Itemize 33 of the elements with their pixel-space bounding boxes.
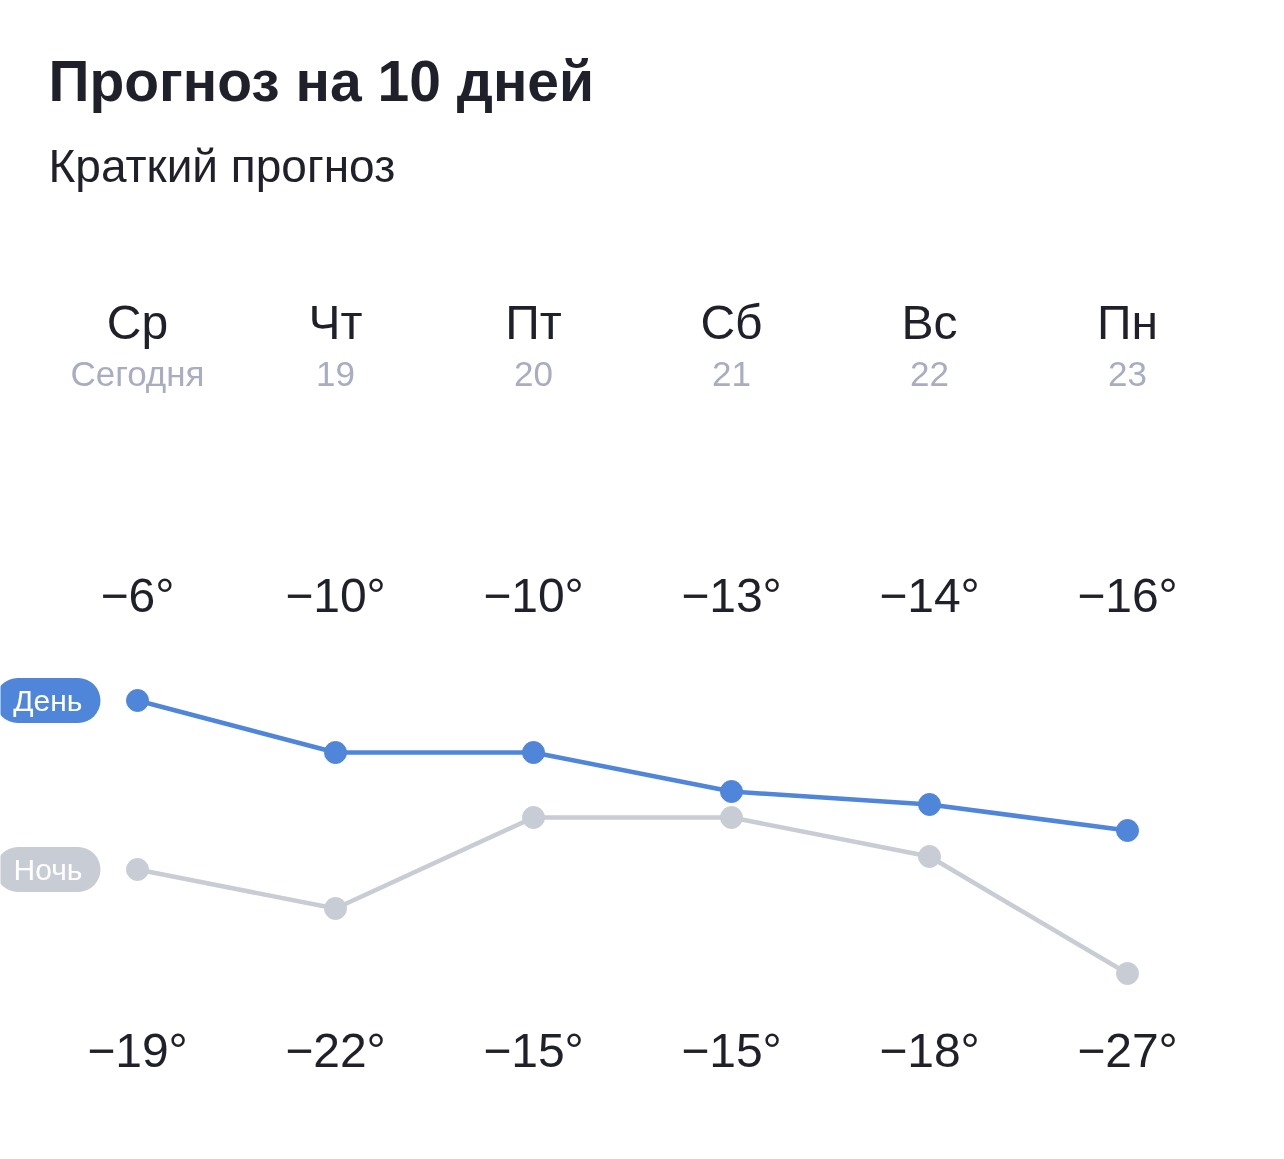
chart-title: Прогноз на 10 дней (48, 48, 595, 113)
chart-subtitle: Краткий прогноз (48, 139, 396, 192)
x-tick-label: Ср Сегодня (70, 296, 205, 393)
point (1116, 819, 1139, 842)
x-tick-label: Сб 21 (700, 296, 763, 393)
data-label: −19° (87, 1024, 188, 1077)
x-tick-label: Пт 20 (505, 296, 562, 393)
point (324, 741, 347, 764)
x-tick-label: Вс 22 (901, 296, 958, 393)
point (324, 897, 347, 920)
point (720, 780, 743, 803)
point (918, 845, 941, 868)
x-tick-label: Пн 23 (1097, 296, 1159, 393)
data-label: −13° (681, 569, 782, 622)
point (918, 793, 941, 816)
data-label: −10° (285, 569, 386, 622)
point (522, 806, 545, 829)
data-label: −15° (681, 1024, 782, 1077)
data-label: −18° (879, 1024, 980, 1077)
data-label: −6° (100, 569, 175, 622)
point (126, 858, 149, 881)
point (126, 689, 149, 712)
data-label: −14° (879, 569, 980, 622)
data-label: −16° (1077, 569, 1178, 622)
data-label: −22° (285, 1024, 386, 1077)
data-label: −15° (483, 1024, 584, 1077)
series-label: День (13, 684, 83, 717)
point (720, 806, 743, 829)
point (1116, 962, 1139, 985)
x-tick-label: Чт 19 (308, 296, 363, 393)
data-label: −10° (483, 569, 584, 622)
data-label: −27° (1077, 1024, 1178, 1077)
point (522, 741, 545, 764)
